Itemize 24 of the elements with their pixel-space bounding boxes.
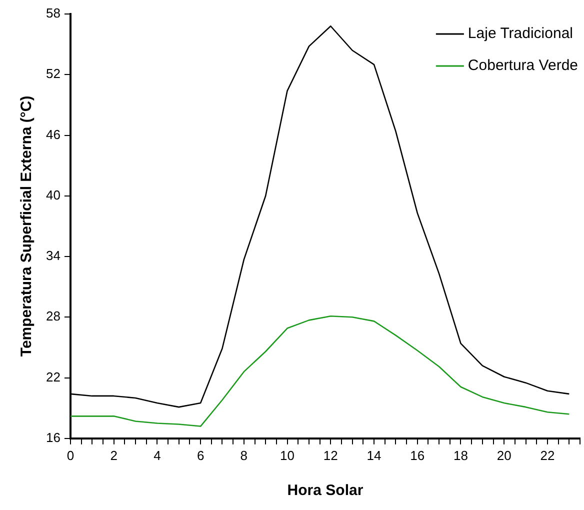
legend-label: Laje Tradicional [468,25,574,42]
x-tick-label: 2 [110,448,118,463]
x-tick-label: 20 [496,448,512,463]
legend-label: Cobertura Verde [468,57,578,74]
y-tick-label: 28 [46,308,60,324]
x-tick-label: 14 [366,448,382,463]
x-tick-label: 22 [540,448,555,463]
x-tick-label: 6 [196,448,204,463]
y-tick-label: 46 [46,126,60,142]
y-tick-label: 22 [46,369,60,384]
x-axis-title: Hora Solar [287,482,364,500]
x-tick-label: 18 [454,448,468,463]
x-tick-label: 8 [240,448,248,463]
y-tick-label: 52 [46,66,60,82]
y-axis-title: Temperatura Superficial Externa (°C) [18,96,36,357]
x-tick-label: 4 [154,448,161,463]
x-tick-label: 0 [66,448,74,463]
y-tick-label: 40 [46,187,60,202]
y-tick-label: 16 [46,430,60,445]
x-tick-label: 16 [410,448,425,463]
x-tick-label: 12 [323,448,338,463]
y-tick-label: 58 [46,6,60,21]
y-tick-label: 34 [46,248,60,264]
x-tick-label: 10 [280,448,295,463]
